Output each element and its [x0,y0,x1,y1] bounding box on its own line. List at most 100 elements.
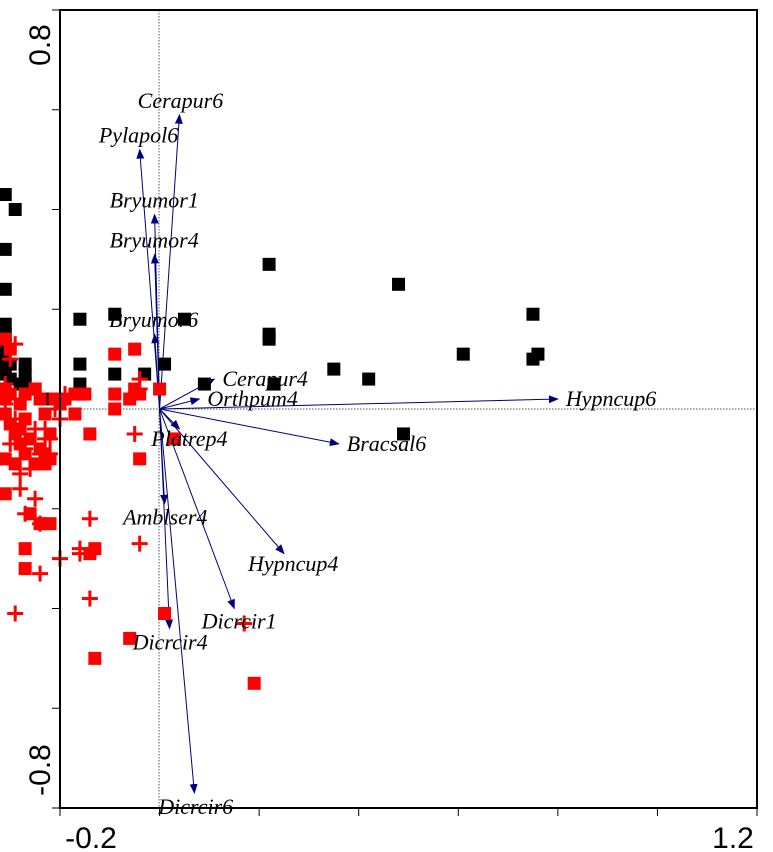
sample-square [456,347,470,361]
plot-frame [59,9,758,809]
sample-square [3,372,17,386]
sample-square [177,312,191,326]
sample-square [18,542,32,556]
species-arrow [159,395,559,410]
sample-plus [7,336,24,353]
sample-square [526,307,540,321]
sample-plus [32,565,49,582]
sample-plus [2,351,19,368]
sample-square [0,188,12,202]
sample-square [3,387,17,401]
sample-plus [131,535,148,552]
sample-plus [27,490,44,507]
x-tick-label-max: 1.2 [712,822,754,852]
sample-square [68,407,82,421]
sample-square [0,282,12,296]
sample-square [0,487,12,501]
sample-square [38,407,52,421]
zero-lines [60,10,757,808]
sample-square [13,377,27,391]
sample-plus [17,505,34,522]
species-labels: Cerapur6 Pylapol6 Bryumor1 Bryumor4 Bryumor6… [98,88,656,819]
sample-square [88,651,102,665]
sample-square [262,332,276,346]
sample-square [392,277,406,291]
sample-square [0,317,12,331]
sample-plus [0,396,14,413]
sample-square [28,457,42,471]
species-label: Dicrcir4 [132,629,208,654]
sample-square [73,357,87,371]
species-label: Bryumor1 [110,187,199,212]
sample-square [18,367,32,381]
sample-square [108,387,122,401]
sample-square [83,427,97,441]
sample-square [8,457,22,471]
species-label: Hypncup4 [247,551,338,576]
sample-square [28,382,42,396]
sample-square [13,397,27,411]
sample-square [0,242,12,256]
species-label: Platrep4 [150,426,227,451]
sample-square [68,387,82,401]
species-label: Bryumor4 [110,227,199,252]
species-label: Cerapur4 [222,366,308,391]
species-label: Dicrcir6 [157,794,233,819]
sample-square [0,407,12,421]
sample-square [18,357,32,371]
sample-square [327,362,341,376]
sample-square [73,377,87,391]
sample-square [13,437,27,451]
sample-square [267,377,281,391]
species-label: Hypncup6 [565,386,656,411]
sample-plus [22,460,39,477]
sample-square [73,312,87,326]
sample-square [133,452,147,466]
sample-square [247,676,261,690]
sample-square [18,412,32,426]
sample-square [33,392,47,406]
sample-square [3,342,17,356]
species-arrow [159,397,201,410]
sample-square [158,606,172,620]
sample-square [108,307,122,321]
sample-square [8,203,22,216]
sample-square [128,342,142,356]
sample-square [138,367,152,381]
sample-square [362,372,376,386]
species-label: Bracsal6 [347,431,426,456]
sample-square [108,402,122,416]
sample-square [397,427,411,441]
species-arrow [151,333,161,410]
sample-plus [131,381,148,398]
sample-square [0,452,12,466]
species-label: Bryumor6 [109,307,198,332]
sample-square [43,517,57,531]
species-label: Dicrcir1 [201,609,277,634]
sample-plus [81,510,98,527]
species-arrow [159,408,174,630]
sample-square [262,257,276,271]
sample-square [531,347,545,361]
sample-square [123,631,137,645]
sample-square [23,432,37,446]
sample-plus [42,445,59,462]
sample-square [13,422,27,436]
sample-square [18,562,32,576]
sample-square [123,392,137,406]
sample-square [88,542,102,556]
sample-square [197,377,211,391]
sample-square [108,347,122,361]
sample-plus [71,540,88,557]
sample-plus [7,410,24,427]
sample-plus [37,420,54,437]
sample-plus [7,605,24,622]
sample-plus [32,515,49,532]
sample-plus [17,440,34,457]
species-arrow [159,408,198,795]
sample-plus [42,430,59,447]
species-label: Cerapur6 [138,88,224,113]
sample-plus [81,590,98,607]
sample-plus [0,376,14,393]
